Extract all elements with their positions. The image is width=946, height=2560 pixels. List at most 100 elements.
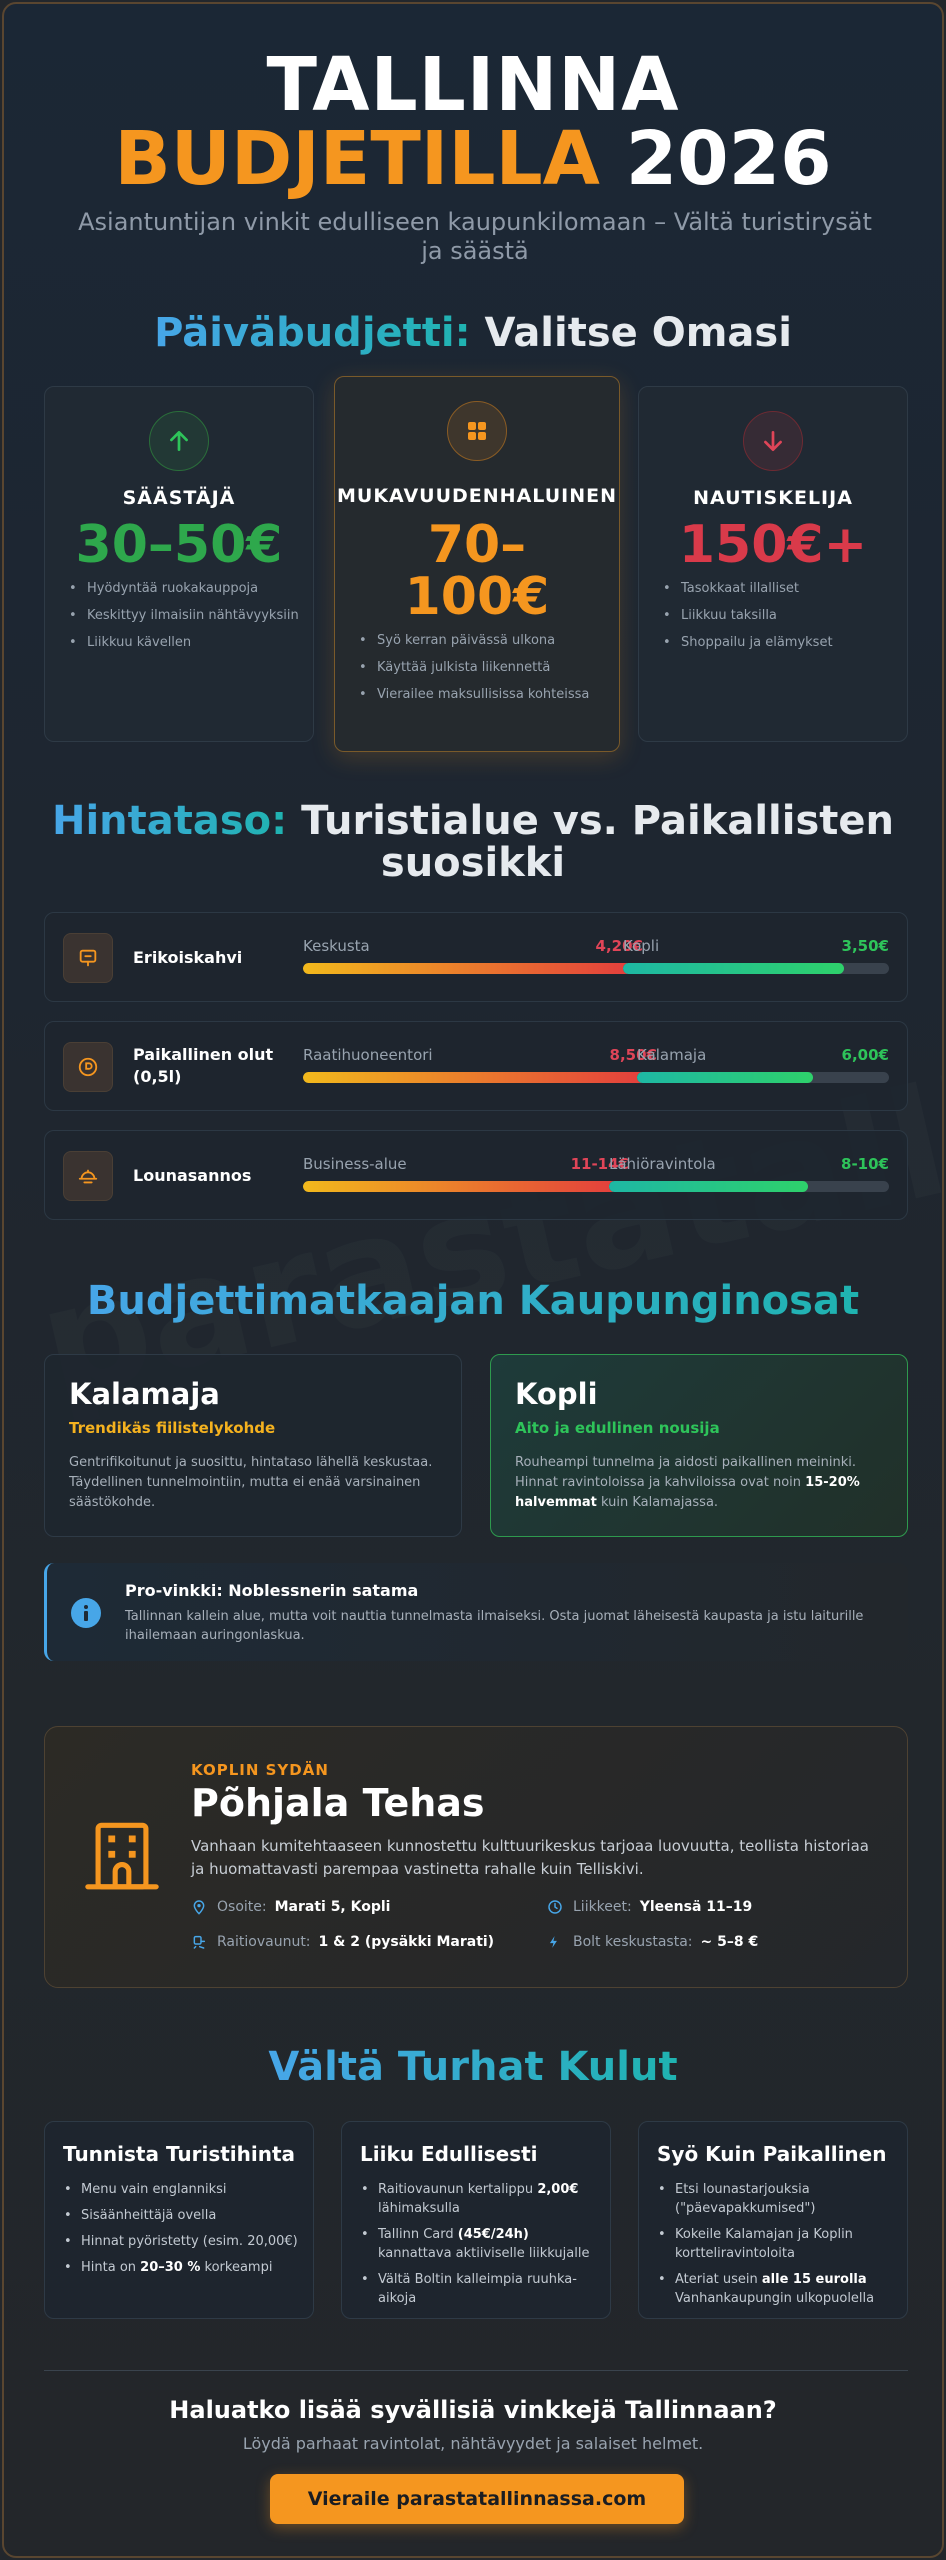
price-row-label-line-1: Paikallinen olut [133,1045,274,1064]
tourist-bar [303,1072,657,1083]
local-bar-fill [609,1181,808,1192]
list-item: Hinta on 20–30 % korkeampi [61,2258,301,2277]
budget-price-line-1: 70– [427,515,527,575]
prices-heading: Hintataso: Turistialue vs. Paikallisten … [4,800,942,884]
tips-column: Liiku Edullisesti Raitiovaunun kertalipp… [341,2121,611,2319]
prices-heading-rest: Turistialue vs. Paikallisten [301,798,894,844]
budget-heading-rest: Valitse Omasi [484,310,792,356]
budget-card-indulger: NAUTISKELIJA 150€+ Tasokkaat illalliset … [638,386,908,742]
address-label: Osoite: [217,1899,267,1915]
local-bar-fill [623,963,844,974]
tourist-value: 11-14€ [570,1155,629,1173]
grid-icon [447,401,507,461]
title-line-1: TALLINNA [266,42,680,128]
list-item-text-end: lähimaksulla [378,2201,460,2216]
pro-tip: Pro-vinkki: Noblessnerin satama Tallinna… [44,1563,908,1661]
budget-price: 150€+ [678,515,868,575]
tourist-value: 8,50€ [609,1046,657,1064]
arrow-up-icon [149,411,209,471]
list-item-bold: alle 15 eurolla [761,2272,867,2287]
tourist-bar [303,1181,629,1192]
budget-name: MUKAVUUDENHALUINEN [336,485,617,507]
prices-heading-highlight: Hintataso: [51,798,288,844]
list-item: Liikkuu kävellen [65,633,299,652]
local-label: Lähiöravintola [609,1155,716,1173]
divider [44,2370,908,2371]
list-item: Ateriat usein alle 15 eurolla Vanhankaup… [655,2270,895,2308]
district-text: Rouheampi tunnelma ja aidosti paikalline… [515,1455,856,1490]
district-text-end: kuin Kalamajassa. [596,1495,719,1510]
tourist-label: Raatihuoneentori [303,1046,433,1064]
budget-name: NAUTISKELIJA [693,487,853,509]
budget-price-line-2: 100€ [404,567,550,627]
list-item: Raitiovaunun kertalippu 2,00€ lähimaksul… [358,2180,598,2218]
feature-card: KOPLIN SYDÄN Põhjala Tehas Vanhaan kumit… [44,1726,908,1988]
list-item: Syö kerran päivässä ulkona [355,631,605,650]
list-item-text-end: kannattava aktiiviselle liikkujalle [378,2246,590,2261]
hours-value: Yleensä 11–19 [639,1899,753,1915]
tourist-bar-fill [303,1072,657,1083]
tram-label: Raitiovaunut: [217,1934,311,1950]
list-item-bold: 20–30 % [140,2260,201,2275]
clock-icon [548,1900,562,1914]
dish-icon [63,1151,113,1201]
tips-column: Tunnista Turistihinta Menu vain englanni… [44,2121,314,2319]
map-pin-icon [193,1900,205,1915]
budget-card-saver: SÄÄSTÄJÄ 30–50€ Hyödyntää ruokakauppoja … [44,386,314,742]
district-card-kopli: Kopli Aito ja edullinen nousija Rouheamp… [490,1354,908,1537]
local-value: 8-10€ [841,1155,889,1173]
avoid-heading: Vältä Turhat Kulut [4,2044,942,2090]
district-card-kalamaja: Kalamaja Trendikäs fiilistelykohde Gentr… [44,1354,462,1537]
local-bar [623,963,889,974]
local-label: Kopli [623,937,660,955]
list-item-text-end: Vanhankaupungin ulkopuolella [675,2291,875,2306]
district-description: Rouheampi tunnelma ja aidosti paikalline… [515,1453,883,1513]
beer-icon [63,1042,113,1092]
budget-card-comfort: MUKAVUUDENHALUINEN 70– 100€ Syö kerran p… [334,376,620,752]
cta-subtitle: Löydä parhaat ravintolat, nähtävyydet ja… [242,2434,704,2453]
list-item: Vierailee maksullisissa kohteissa [355,685,605,704]
building-icon [81,1815,163,1901]
avoid-heading-text: Vältä Turhat Kulut [268,2044,678,2090]
hours-label: Liikkeet: [573,1899,632,1915]
visit-website-button[interactable]: Vieraile parastatallinnassa.com [270,2474,684,2524]
cta-title: Haluatko lisää syvällisiä vinkkejä Talli… [169,2396,777,2424]
prices-heading-line-2: suosikki [380,840,566,886]
district-name: Kalamaja [69,1377,220,1411]
price-row-label: Lounasannos [133,1166,252,1185]
price-row-label: Paikallinen olut (0,5l) [133,1044,273,1088]
list-item-text-end: korkeampi [200,2260,273,2275]
budget-list: Tasokkaat illalliset Liikkuu taksilla Sh… [659,579,893,660]
local-label: Kalamaja [637,1046,707,1064]
subtitle: Asiantuntijan vinkit edulliseen kaupunki… [78,208,872,265]
tip-text: Tallinnan kallein alue, mutta voit nautt… [125,1609,864,1643]
tourist-label: Business-alue [303,1155,407,1173]
list-item: Keskittyy ilmaisiin nähtävyyksiin [65,606,299,625]
feature-bolt: Bolt keskustasta: ~ 5–8 € [547,1934,758,1950]
address-value: Marati 5, Kopli [274,1899,391,1915]
list-item: Tasokkaat illalliset [659,579,893,598]
column-title: Tunnista Turistihinta [63,2142,296,2166]
price-row: Lounasannos Business-alue 11-14€ Lähiöra… [44,1130,908,1220]
feature-title: Põhjala Tehas [191,1781,485,1825]
feature-address: Osoite: Marati 5, Kopli [191,1899,390,1915]
tip-title: Pro-vinkki: Noblessnerin satama [125,1581,419,1600]
bolt-label: Bolt keskustasta: [573,1934,693,1950]
feature-tram: Raitiovaunut: 1 & 2 (pysäkki Marati) [191,1934,494,1950]
district-description: Gentrifikoitunut ja suosittu, hintataso … [69,1455,433,1510]
budget-name: SÄÄSTÄJÄ [122,487,236,509]
list-item: Hinnat pyöristetty (esim. 20,00€) [61,2232,301,2251]
arrow-down-icon [743,411,803,471]
bolt-value: ~ 5–8 € [700,1934,759,1950]
tram-value: 1 & 2 (pysäkki Marati) [318,1934,495,1950]
districts-heading-text: Budjettimatkaajan Kaupunginosat [86,1278,860,1324]
bolt-icon [549,1936,557,1948]
title-year: 2026 [625,116,832,202]
district-tagline: Aito ja edullinen nousija [515,1419,720,1437]
list-item: Kokeile Kalamajan ja Koplin kortteliravi… [655,2225,895,2263]
price-row-label: Erikoiskahvi [133,948,243,967]
list-item: Liikkuu taksilla [659,606,893,625]
local-bar [637,1072,889,1083]
tips-column: Syö Kuin Paikallinen Etsi lounastarjouks… [638,2121,908,2319]
price-row: Erikoiskahvi Keskusta 4,20€ Kopli 3,50€ [44,912,908,1002]
